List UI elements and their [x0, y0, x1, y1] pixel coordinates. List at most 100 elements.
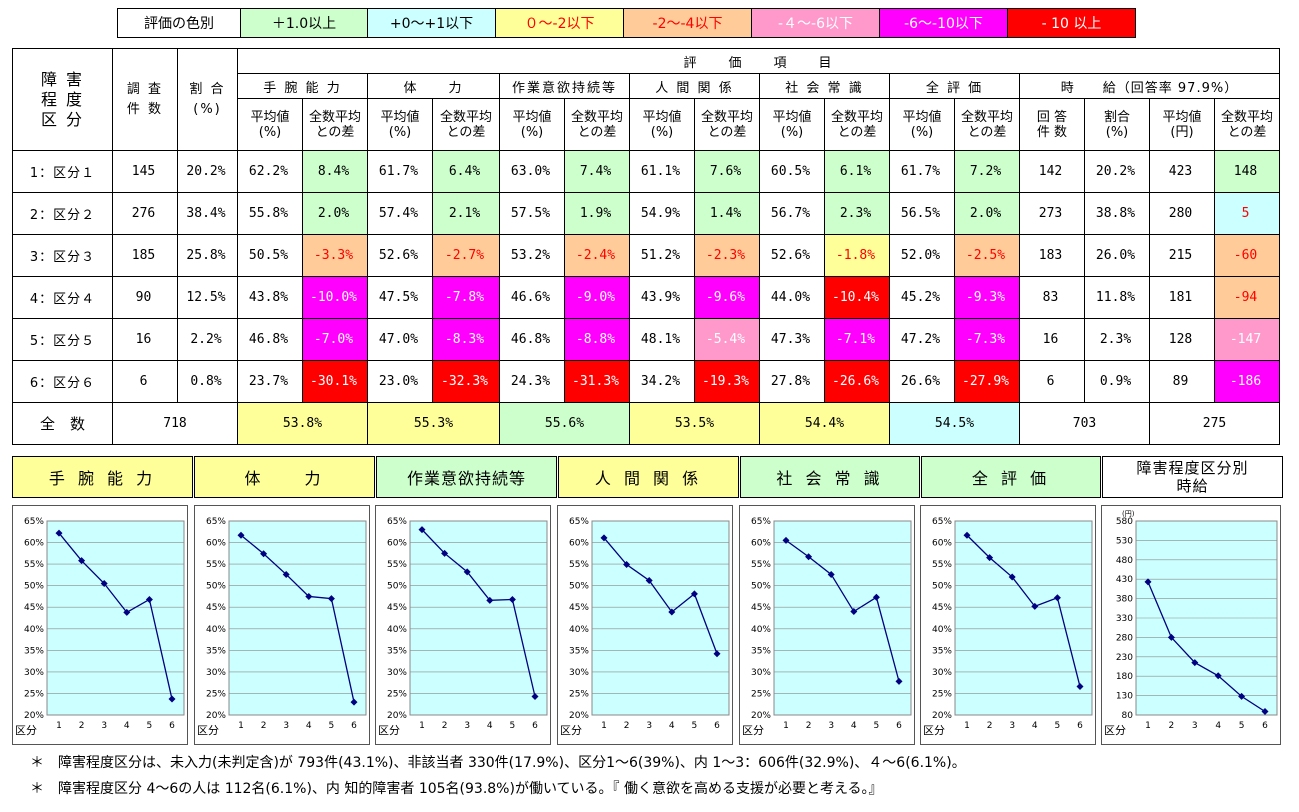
x-tick-label: 6 — [714, 721, 720, 731]
line-chart: 80 130 180 230 280 330 380 430 480 530 580(円) 区分 1 2 3… — [1104, 510, 1278, 737]
avg-value: 56.5% — [889, 192, 955, 235]
x-tick-label: 2 — [1169, 721, 1175, 731]
sub-avg-header: 平均値 (%) — [499, 98, 565, 151]
wage-ratio: 38.8% — [1084, 192, 1150, 235]
diff-value: 7.4% — [564, 150, 630, 193]
data-point — [827, 570, 835, 578]
x-tick-label: 6 — [169, 721, 175, 731]
y-tick-label: 60% — [206, 539, 226, 549]
x-tick-label: 1 — [1145, 721, 1151, 731]
x-tick-label: 4 — [487, 721, 493, 731]
y-tick-label: 35% — [24, 646, 44, 656]
y-tick-label: 35% — [751, 646, 771, 656]
chart-panel: 20% 25% 30% 35% 40% 45% 50% 55% 60% 65% 区分 1 2 3 4 5 6 — [12, 505, 188, 745]
wage-ratio: 0.9% — [1084, 360, 1150, 403]
y-tick-label: 430 — [1116, 575, 1133, 585]
plot-area — [409, 520, 548, 716]
avg-value: 52.0% — [889, 234, 955, 277]
avg-value: 26.6% — [889, 360, 955, 403]
avg-value: 51.2% — [629, 234, 695, 277]
data-point — [1191, 659, 1199, 667]
y-tick-label: 30% — [751, 668, 771, 678]
legend-item: ０〜-2以下 — [495, 9, 623, 37]
avg-value: 61.7% — [367, 150, 433, 193]
y-tick-label: 50% — [387, 582, 407, 592]
y-tick-label: 20% — [569, 711, 589, 721]
diff-value: -9.0% — [564, 276, 630, 319]
y-unit-label: (円) — [1122, 510, 1135, 518]
x-tick-label: 1 — [601, 721, 607, 731]
diff-value: 2.1% — [432, 192, 500, 235]
sub-diff-header: 全数平均 との差 — [564, 98, 630, 151]
wage-avg: 181 — [1149, 276, 1215, 319]
data-point — [463, 568, 471, 576]
data-point — [531, 692, 539, 700]
total-avg: 53.5% — [629, 402, 760, 445]
y-tick-label: 45% — [206, 603, 226, 613]
data-point — [1053, 594, 1061, 602]
data-point — [690, 590, 698, 598]
x-tick-label: 1 — [238, 721, 244, 731]
x-prefix-label: 区分 — [742, 724, 764, 737]
series-line — [1147, 581, 1266, 713]
y-tick-label: 25% — [932, 689, 952, 699]
row-label: 2：区分２ — [12, 192, 113, 235]
x-tick-label: 4 — [1215, 721, 1221, 731]
y-tick-label: 530 — [1116, 536, 1133, 546]
y-tick-label: 60% — [24, 539, 44, 549]
diff-value: -8.8% — [564, 318, 630, 361]
line-chart: 20% 25% 30% 35% 40% 45% 50% 55% 60% 65% 区分 1 2 3 4 5 6 — [15, 517, 185, 737]
y-tick-label: 55% — [569, 560, 589, 570]
plot-area — [954, 520, 1093, 716]
plot-area — [591, 520, 730, 716]
diff-value: 2.0% — [302, 192, 368, 235]
series-line — [58, 532, 173, 700]
diff-value: -9.6% — [694, 276, 760, 319]
total-label: 全 数 — [12, 402, 113, 445]
diff-value: 7.2% — [954, 150, 1020, 193]
data-point — [600, 534, 608, 542]
row-label: 3：区分３ — [12, 234, 113, 277]
chart-header: 社 会 常 識 — [740, 456, 920, 498]
y-tick-label: 25% — [569, 689, 589, 699]
wage-diff: -94 — [1214, 276, 1280, 319]
wage-sub-header: 全数平均 との差 — [1214, 98, 1280, 151]
wage-diff: 148 — [1214, 150, 1280, 193]
y-tick-label: 35% — [206, 646, 226, 656]
x-tick-label: 2 — [987, 721, 993, 731]
diff-value: -9.3% — [954, 276, 1020, 319]
legend-item: - 10 以上 — [1007, 9, 1135, 37]
y-tick-label: 25% — [206, 689, 226, 699]
data-point — [237, 531, 245, 539]
chart-panel: 20% 25% 30% 35% 40% 45% 50% 55% 60% 65% 区分 1 2 3 4 5 6 — [739, 505, 915, 745]
wage-avg: 128 — [1149, 318, 1215, 361]
avg-value: 48.1% — [629, 318, 695, 361]
wage-diff: -186 — [1214, 360, 1280, 403]
y-tick-label: 130 — [1116, 692, 1133, 702]
wage-ratio: 11.8% — [1084, 276, 1150, 319]
sub-diff-header: 全数平均 との差 — [824, 98, 890, 151]
plot-area — [773, 520, 912, 716]
x-tick-label: 6 — [1077, 721, 1083, 731]
row-ratio: 38.4% — [177, 192, 238, 235]
ratio-header: 割 合 (%) — [177, 48, 238, 151]
y-tick-label: 40% — [932, 625, 952, 635]
diff-value: -2.3% — [694, 234, 760, 277]
data-point — [1144, 578, 1152, 586]
x-tick-label: 6 — [351, 721, 357, 731]
chart-panel: 20% 25% 30% 35% 40% 45% 50% 55% 60% 65% 区分 1 2 3 4 5 6 — [920, 505, 1096, 745]
data-point — [713, 650, 721, 658]
y-tick-label: 55% — [932, 560, 952, 570]
x-tick-label: 2 — [806, 721, 812, 731]
diff-value: 2.3% — [824, 192, 890, 235]
row-count: 16 — [112, 318, 178, 361]
table-row: 3：区分３ 185 25.8% 50.5% -3.3% 52.6% -2.7% 53.2% -2… — [12, 234, 1280, 277]
y-tick-label: 35% — [387, 646, 407, 656]
y-tick-label: 20% — [387, 711, 407, 721]
chart-header: 体 力 — [194, 456, 375, 498]
diff-value: -7.3% — [954, 318, 1020, 361]
row-ratio: 25.8% — [177, 234, 238, 277]
sub-avg-header: 平均値 (%) — [629, 98, 695, 151]
wage-diff: -147 — [1214, 318, 1280, 361]
y-tick-label: 50% — [751, 582, 771, 592]
